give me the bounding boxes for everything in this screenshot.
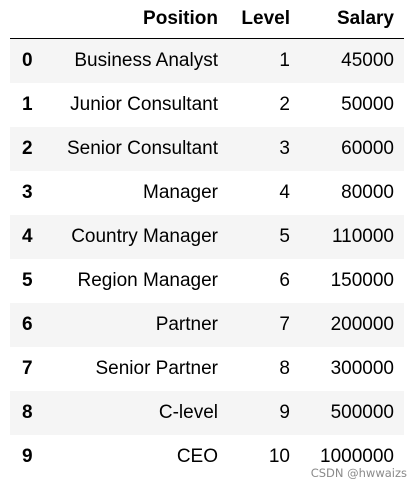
position-cell: Partner [155,314,218,335]
table-row: 0 Business Analyst 1 45000 [10,38,404,83]
csdn-watermark: CSDN @hwwaizs [310,466,407,480]
salary-cell: 500000 [330,402,394,423]
position-cell: Country Manager [71,226,218,247]
level-cell: 10 [268,446,290,467]
table-row: 5 Region Manager 6 150000 [10,259,404,303]
salary-cell: 200000 [330,314,394,335]
salary-cell: 80000 [341,182,394,203]
table-row: 2 Senior Consultant 3 60000 [10,127,404,171]
row-index: 4 [22,226,33,247]
salary-column-header: Salary [300,0,404,39]
table-row: 9 CEO 10 1000000 [10,435,404,479]
position-cell: Region Manager [77,270,218,291]
index-column-header [10,0,48,39]
salary-cell: 300000 [330,358,394,379]
position-cell: Junior Consultant [70,94,218,115]
salary-cell: 1000000 [320,446,394,467]
position-cell: C-level [158,402,218,423]
level-cell: 1 [279,50,290,71]
level-cell: 9 [279,402,290,423]
salary-cell: 45000 [341,50,394,71]
row-index: 9 [22,446,33,467]
level-column-header: Level [228,0,300,39]
salary-cell: 50000 [341,94,394,115]
table-row: 7 Senior Partner 8 300000 [10,347,404,391]
position-column-header: Position [48,0,228,39]
position-cell: Senior Consultant [66,138,218,159]
level-cell: 6 [279,270,290,291]
table-row: 6 Partner 7 200000 [10,303,404,347]
row-index: 3 [22,182,33,203]
salary-cell: 110000 [332,226,394,247]
salary-cell: 150000 [330,270,394,291]
row-index: 5 [22,270,33,291]
table-row: 1 Junior Consultant 2 50000 [10,83,404,127]
row-index: 6 [22,314,33,335]
dataframe-table: Position Level Salary 0 Business Analyst… [10,0,404,479]
header-row: Position Level Salary [10,0,404,39]
position-cell: Business Analyst [74,50,218,71]
table-row: 8 C-level 9 500000 [10,391,404,435]
position-cell: Manager [143,182,218,203]
row-index: 1 [22,94,33,115]
table-header: Position Level Salary [10,0,404,39]
position-cell: Senior Partner [95,358,218,379]
level-cell: 5 [279,226,290,247]
position-cell: CEO [176,446,218,467]
level-cell: 8 [279,358,290,379]
row-index: 0 [22,50,33,71]
salary-cell: 60000 [341,138,394,159]
row-index: 8 [22,402,33,423]
level-cell: 4 [279,182,290,203]
level-cell: 3 [279,138,290,159]
table-row: 4 Country Manager 5 110000 [10,215,404,259]
level-cell: 2 [279,94,290,115]
table-body: 0 Business Analyst 1 45000 1 Junior Cons… [10,38,404,479]
row-index: 7 [22,358,33,379]
table-row: 3 Manager 4 80000 [10,171,404,215]
level-cell: 7 [279,314,290,335]
row-index: 2 [22,138,33,159]
